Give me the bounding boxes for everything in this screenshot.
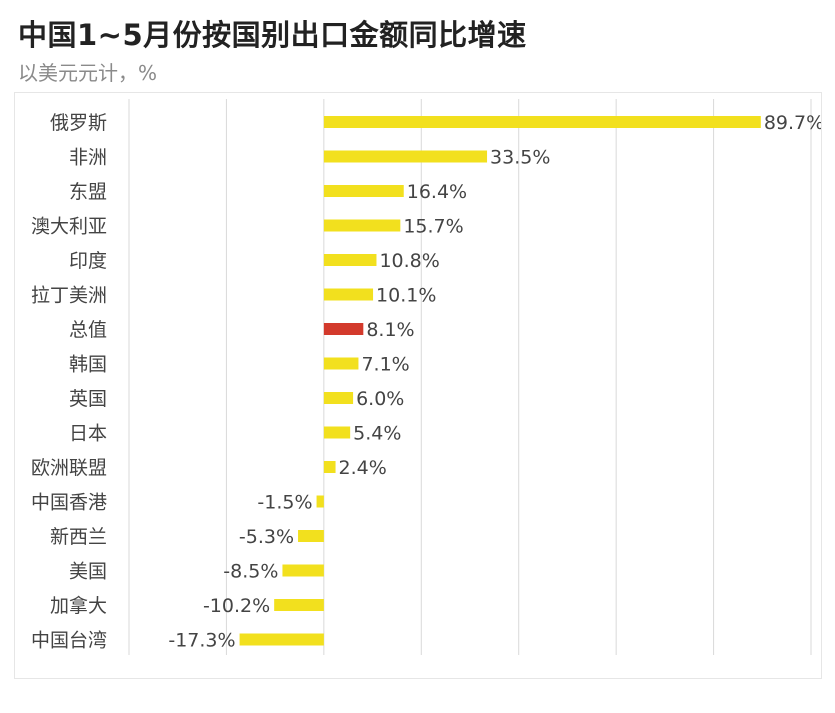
category-label: 新西兰	[50, 526, 107, 548]
bar	[323, 323, 364, 335]
value-label: -10.2%	[203, 595, 270, 617]
bar	[239, 633, 324, 646]
bar	[323, 288, 374, 301]
value-label: -5.3%	[239, 526, 294, 548]
bar	[323, 185, 404, 197]
bar-chart: 俄罗斯非洲东盟澳大利亚印度拉丁美洲总值韩国英国日本欧洲联盟中国香港新西兰美国加拿…	[31, 99, 821, 655]
bar	[323, 219, 401, 232]
chart-title: 中国1~5月份按国别出口金额同比增速	[18, 18, 527, 52]
category-label: 中国台湾	[31, 630, 107, 652]
category-label: 日本	[69, 423, 107, 445]
chart-subtitle: 以美元元计，%	[18, 61, 158, 85]
value-label: 10.1%	[376, 285, 436, 307]
value-label: -1.5%	[257, 492, 312, 514]
category-label: 总值	[69, 319, 107, 341]
value-label: 7.1%	[361, 354, 409, 376]
category-label: 加拿大	[50, 594, 107, 617]
bar	[316, 495, 324, 508]
bar	[323, 116, 761, 128]
plot-area: 俄罗斯非洲东盟澳大利亚印度拉丁美洲总值韩国英国日本欧洲联盟中国香港新西兰美国加拿…	[14, 92, 822, 679]
bar	[274, 599, 324, 611]
value-label: -17.3%	[168, 630, 235, 652]
category-label: 东盟	[69, 181, 107, 203]
bar	[323, 150, 488, 163]
value-label: 8.1%	[366, 319, 414, 341]
category-label: 非洲	[69, 147, 107, 169]
value-label: 16.4%	[407, 181, 467, 203]
category-label: 欧洲联盟	[31, 457, 107, 479]
bar	[323, 392, 354, 404]
category-label: 中国香港	[31, 492, 107, 514]
value-label: 89.7%	[764, 112, 821, 134]
value-label: 33.5%	[490, 147, 550, 169]
value-label: 5.4%	[353, 423, 401, 445]
bar	[282, 564, 324, 577]
value-labels: 89.7% 33.5% 16.4% 15.7% 10.8% 10.1% 8.1% 7.1% 6.…	[168, 112, 821, 652]
bar	[298, 530, 324, 542]
value-label: 2.4%	[339, 457, 387, 479]
category-label: 俄罗斯	[50, 112, 107, 134]
category-label: 拉丁美洲	[31, 285, 107, 307]
category-label: 英国	[69, 388, 107, 410]
bars	[239, 116, 761, 646]
bar	[323, 461, 336, 473]
category-label: 美国	[69, 561, 107, 583]
category-labels: 俄罗斯非洲东盟澳大利亚印度拉丁美洲总值韩国英国日本欧洲联盟中国香港新西兰美国加拿…	[31, 112, 107, 652]
value-label: -8.5%	[223, 561, 278, 583]
value-label: 10.8%	[379, 250, 439, 272]
bar	[323, 357, 359, 370]
category-label: 印度	[69, 250, 107, 272]
bar	[323, 254, 377, 266]
category-label: 澳大利亚	[31, 216, 107, 238]
category-label: 韩国	[69, 354, 107, 376]
bar	[323, 426, 351, 439]
value-label: 15.7%	[403, 216, 463, 238]
value-label: 6.0%	[356, 388, 404, 410]
